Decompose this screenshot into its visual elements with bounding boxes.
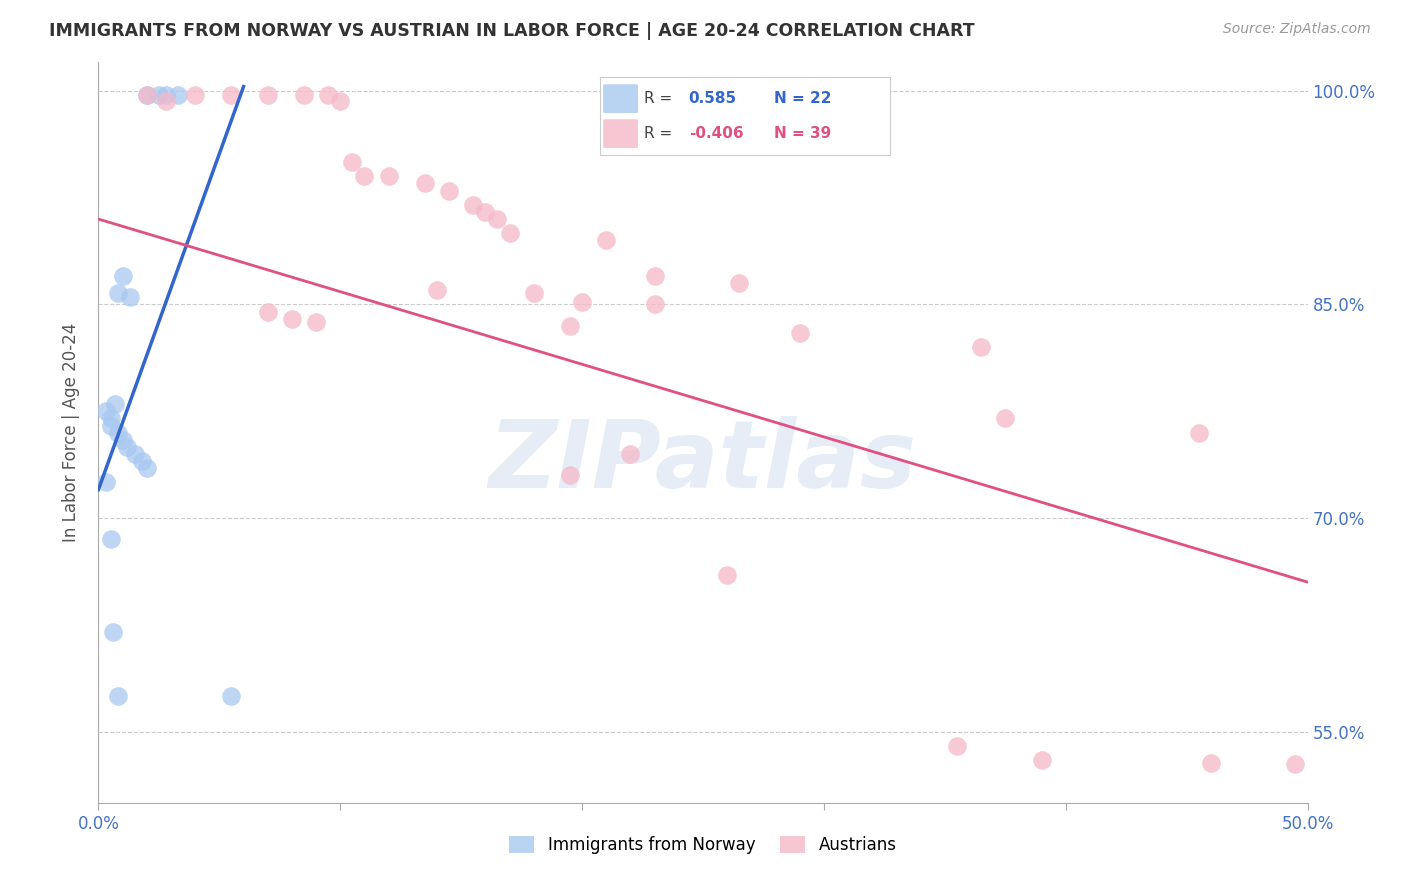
- Point: [558, 318, 581, 333]
- Point: [117, 440, 139, 454]
- Point: [100, 418, 122, 433]
- Point: [716, 568, 738, 582]
- Point: [107, 286, 129, 301]
- Point: [221, 689, 243, 703]
- Point: [413, 177, 436, 191]
- Point: [789, 326, 811, 340]
- Point: [342, 155, 364, 169]
- Point: [305, 315, 328, 329]
- Point: [1031, 753, 1053, 767]
- Point: [523, 286, 546, 301]
- Text: Source: ZipAtlas.com: Source: ZipAtlas.com: [1223, 22, 1371, 37]
- Point: [292, 88, 315, 103]
- Point: [100, 533, 122, 547]
- Point: [619, 447, 641, 461]
- Point: [644, 297, 666, 311]
- Point: [558, 468, 581, 483]
- Point: [221, 88, 243, 103]
- Point: [107, 425, 129, 440]
- Point: [994, 411, 1017, 425]
- Point: [94, 475, 117, 490]
- Point: [155, 94, 177, 108]
- Point: [946, 739, 969, 753]
- Point: [111, 433, 134, 447]
- Point: [101, 624, 124, 639]
- Point: [184, 88, 207, 103]
- Point: [377, 169, 399, 184]
- Point: [571, 294, 593, 309]
- Legend: Immigrants from Norway, Austrians: Immigrants from Norway, Austrians: [503, 830, 903, 861]
- Point: [426, 283, 449, 297]
- Point: [148, 88, 170, 103]
- Point: [644, 268, 666, 283]
- Y-axis label: In Labor Force | Age 20-24: In Labor Force | Age 20-24: [62, 323, 80, 542]
- Point: [104, 397, 127, 411]
- Point: [167, 88, 190, 103]
- Point: [111, 268, 134, 283]
- Text: IMMIGRANTS FROM NORWAY VS AUSTRIAN IN LABOR FORCE | AGE 20-24 CORRELATION CHART: IMMIGRANTS FROM NORWAY VS AUSTRIAN IN LA…: [49, 22, 974, 40]
- Point: [1199, 756, 1222, 770]
- Point: [135, 88, 157, 103]
- Point: [118, 290, 141, 304]
- Point: [107, 689, 129, 703]
- Point: [1284, 757, 1306, 772]
- Point: [135, 88, 157, 103]
- Point: [437, 184, 460, 198]
- Point: [970, 340, 993, 354]
- Point: [486, 212, 509, 227]
- Point: [256, 88, 278, 103]
- Point: [100, 411, 122, 425]
- Point: [94, 404, 117, 418]
- Point: [595, 234, 617, 248]
- Point: [353, 169, 375, 184]
- Point: [498, 227, 520, 241]
- Point: [155, 88, 177, 103]
- Point: [1188, 425, 1211, 440]
- Point: [124, 447, 146, 461]
- Point: [728, 276, 751, 290]
- Point: [135, 461, 157, 475]
- Point: [256, 304, 278, 318]
- Point: [474, 205, 496, 219]
- Point: [463, 198, 485, 212]
- Text: ZIPatlas: ZIPatlas: [489, 417, 917, 508]
- Point: [281, 311, 304, 326]
- Point: [329, 94, 352, 108]
- Point: [316, 88, 339, 103]
- Point: [131, 454, 153, 468]
